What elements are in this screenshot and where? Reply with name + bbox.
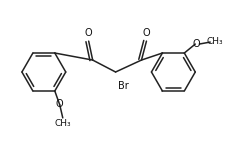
Text: Br: Br bbox=[118, 81, 128, 91]
Text: CH₃: CH₃ bbox=[54, 119, 71, 128]
Text: CH₃: CH₃ bbox=[207, 37, 223, 46]
Text: O: O bbox=[85, 28, 92, 38]
Text: O: O bbox=[143, 28, 150, 38]
Text: O: O bbox=[192, 39, 200, 49]
Text: O: O bbox=[56, 99, 64, 109]
